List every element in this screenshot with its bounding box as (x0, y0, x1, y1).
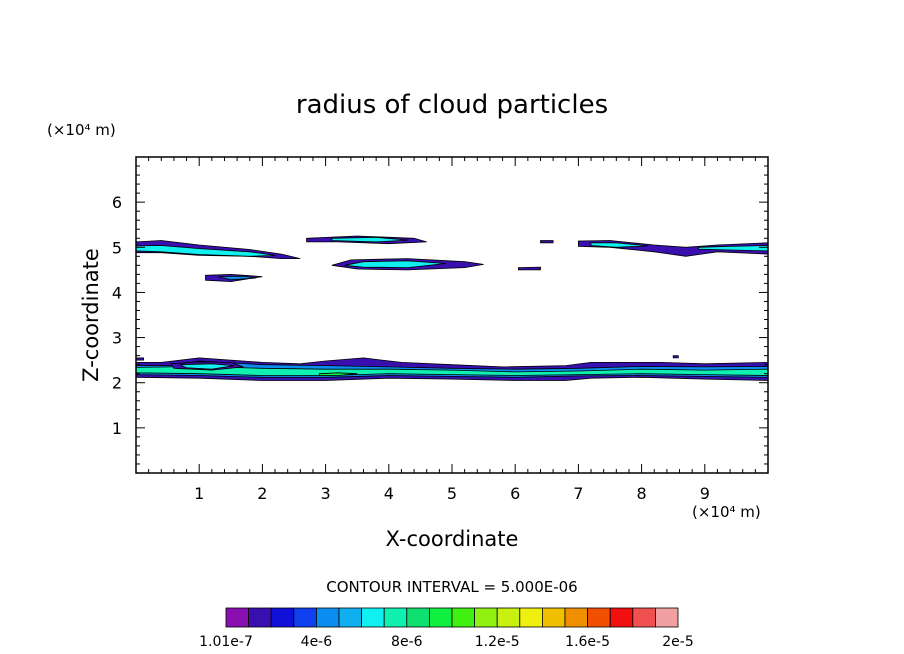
x-tick-label: 2 (257, 484, 267, 503)
colorbar-swatch (587, 607, 611, 628)
colorbar-label: 4e-6 (301, 634, 333, 650)
colorbar-swatch (564, 607, 589, 628)
contour-region-1 (135, 245, 276, 257)
colorbar-swatch (496, 607, 521, 628)
y-tick-label: 4 (112, 283, 122, 302)
colorbar-swatch (474, 607, 498, 628)
x-tick-label: 7 (573, 484, 583, 503)
colorbar-swatch (248, 607, 272, 628)
colorbar-swatch (361, 607, 385, 628)
contour-interval: CONTOUR INTERVAL = 5.000E-06 (326, 578, 577, 596)
x-tick-label: 6 (510, 484, 520, 503)
contour-region-19 (135, 357, 145, 361)
x-tick-label: 8 (637, 484, 647, 503)
colorbar-swatch (609, 607, 634, 628)
colorbar-label: 1.01e-7 (199, 634, 253, 650)
colorbar-swatch (451, 607, 476, 628)
colorbar-label: 2e-5 (662, 634, 693, 650)
contour-regions (135, 235, 769, 381)
contour-region-17 (180, 363, 235, 370)
plot-frame (135, 156, 769, 474)
contour-region-11 (590, 242, 648, 248)
colorbar-swatch (655, 607, 679, 628)
y-tick-label: 6 (112, 193, 122, 212)
colorbar-swatch (270, 607, 295, 628)
x-tick-label: 1 (194, 484, 204, 503)
colorbar-swatch (428, 607, 453, 628)
y-tick-label: 1 (112, 419, 122, 438)
colorbar-swatch (225, 607, 250, 628)
y-unit-label: (×10⁴ m) (47, 121, 116, 139)
y-tick-label: 3 (112, 329, 122, 348)
contour-region-5 (331, 236, 408, 243)
contour-region-7 (344, 260, 446, 269)
axis-ticks: 1 2 3 4 5 6 7 8 9 1 2 3 4 5 6 (112, 156, 769, 503)
contour-region-18 (318, 372, 358, 376)
colorbar-swatch (338, 607, 363, 628)
colorbar: 1.01e-7 4e-6 8e-6 1.2e-5 1.6e-5 2e-5 (199, 607, 694, 650)
chart-title: radius of cloud particles (296, 90, 608, 120)
colorbar-swatch (383, 607, 408, 628)
x-tick-label: 3 (321, 484, 331, 503)
colorbar-swatch (315, 607, 340, 628)
x-unit-label: (×10⁴ m) (692, 503, 761, 521)
colorbar-swatch (293, 607, 317, 628)
x-tick-label: 9 (700, 484, 710, 503)
colorbar-swatch (519, 607, 543, 628)
colorbar-label: 8e-6 (391, 634, 423, 650)
contour-region-9 (540, 240, 554, 244)
colorbar-label: 1.6e-5 (565, 634, 610, 650)
contour-region-8 (518, 266, 541, 271)
colorbar-swatch (542, 607, 566, 628)
y-axis-label: Z-coordinate (79, 248, 103, 382)
colorbar-label: 1.2e-5 (475, 634, 520, 650)
colorbar-swatch (632, 607, 656, 628)
contour-region-3 (218, 275, 257, 281)
contour-region-20 (672, 355, 679, 359)
y-tick-label: 5 (112, 238, 122, 257)
x-tick-label: 5 (447, 484, 457, 503)
x-axis-label: X-coordinate (386, 527, 519, 551)
y-tick-label: 2 (112, 374, 122, 393)
x-tick-label: 4 (384, 484, 394, 503)
colorbar-swatch (406, 607, 430, 628)
